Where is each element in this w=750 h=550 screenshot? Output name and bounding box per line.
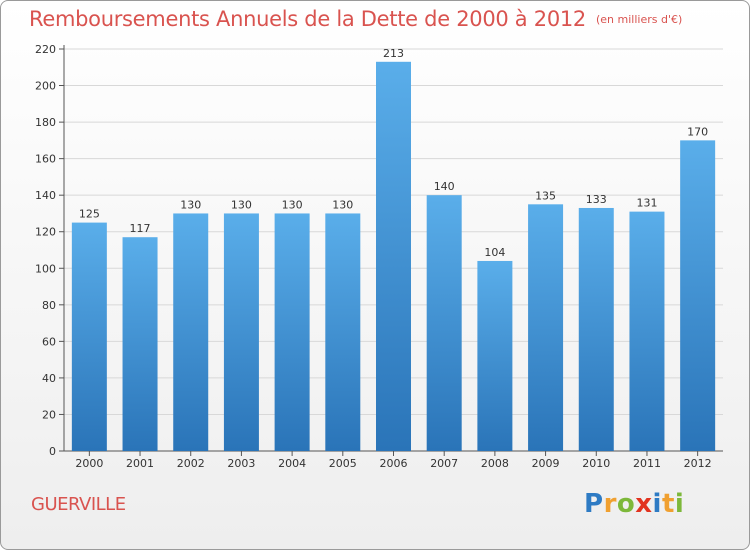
bar-2004 <box>274 213 310 451</box>
x-tick-label: 2001 <box>126 457 154 470</box>
x-tick-label: 2000 <box>75 457 103 470</box>
bar-2012 <box>680 140 716 451</box>
data-label: 125 <box>79 208 100 221</box>
data-label: 131 <box>636 197 657 210</box>
bar-2011 <box>629 211 665 451</box>
data-label: 213 <box>383 47 404 60</box>
data-label: 170 <box>687 125 708 138</box>
x-tick-label: 2006 <box>380 457 408 470</box>
data-label: 140 <box>434 180 455 193</box>
bar-2006 <box>376 61 411 452</box>
x-tick-label: 2004 <box>278 457 306 470</box>
x-tick-label: 2009 <box>532 457 560 470</box>
x-tick-label: 2008 <box>481 457 509 470</box>
x-tick-labels: 2000 2001 2002 2003 2004 2005 2006 2007 2008 2009… <box>75 451 712 470</box>
logo-letter: i <box>652 489 662 519</box>
y-tick-label: 120 <box>35 226 56 239</box>
bar-2002 <box>173 213 209 451</box>
data-label: 130 <box>180 198 201 211</box>
bar-2008 <box>477 260 513 451</box>
y-tick-label: 0 <box>49 445 56 458</box>
x-tick-label: 2002 <box>177 457 205 470</box>
bar-2003 <box>223 213 259 451</box>
bar-2009 <box>528 204 564 451</box>
commune-name: GUERVILLE <box>31 494 126 515</box>
y-tick-label: 160 <box>35 153 56 166</box>
data-label: 135 <box>535 189 556 202</box>
chart-title: Remboursements Annuels de la Dette de 20… <box>29 7 586 31</box>
y-tick-label: 200 <box>35 80 56 93</box>
unit-note: (en milliers d'€) <box>596 13 683 26</box>
logo-letter: i <box>674 489 685 519</box>
x-tick-label: 2003 <box>227 457 255 470</box>
proxiti-logo: Proxiti <box>584 489 684 519</box>
x-tick-label: 2012 <box>684 457 712 470</box>
y-tick-label: 40 <box>42 372 56 385</box>
bar-2010 <box>578 207 614 451</box>
data-label: 104 <box>484 246 505 259</box>
x-tick-label: 2010 <box>582 457 610 470</box>
y-tick-label: 80 <box>42 299 56 312</box>
bar-2000 <box>71 222 107 451</box>
data-labels: 125 117 130 130 130 130 213 140 104 135 133 131 170 <box>79 47 708 259</box>
y-tick-label: 220 <box>35 43 56 56</box>
y-tick-labels: 0 20 40 60 80 100 120 140 160 180 200 220 <box>35 43 56 458</box>
bar-2005 <box>325 213 361 451</box>
bar-2001 <box>122 237 158 451</box>
logo-letter: o <box>616 489 636 519</box>
y-tick-label: 140 <box>35 189 56 202</box>
logo-letter: t <box>661 489 675 519</box>
x-tick-label: 2011 <box>633 457 661 470</box>
data-label: 133 <box>586 193 607 206</box>
data-label: 130 <box>231 198 252 211</box>
data-label: 130 <box>332 198 353 211</box>
chart-title-block: Remboursements Annuels de la Dette de 20… <box>29 7 682 31</box>
bars <box>71 61 716 452</box>
y-tick-label: 180 <box>35 116 56 129</box>
logo-letter: P <box>584 489 604 519</box>
y-tick-label: 100 <box>35 262 56 275</box>
logo-letter: x <box>635 489 653 519</box>
x-tick-label: 2007 <box>430 457 458 470</box>
data-label: 117 <box>130 222 151 235</box>
y-tick-label: 60 <box>42 335 56 348</box>
y-tick-label: 20 <box>42 408 56 421</box>
logo-letter: r <box>603 489 617 519</box>
data-label: 130 <box>282 198 303 211</box>
bar-2007 <box>426 195 462 451</box>
x-tick-label: 2005 <box>329 457 357 470</box>
